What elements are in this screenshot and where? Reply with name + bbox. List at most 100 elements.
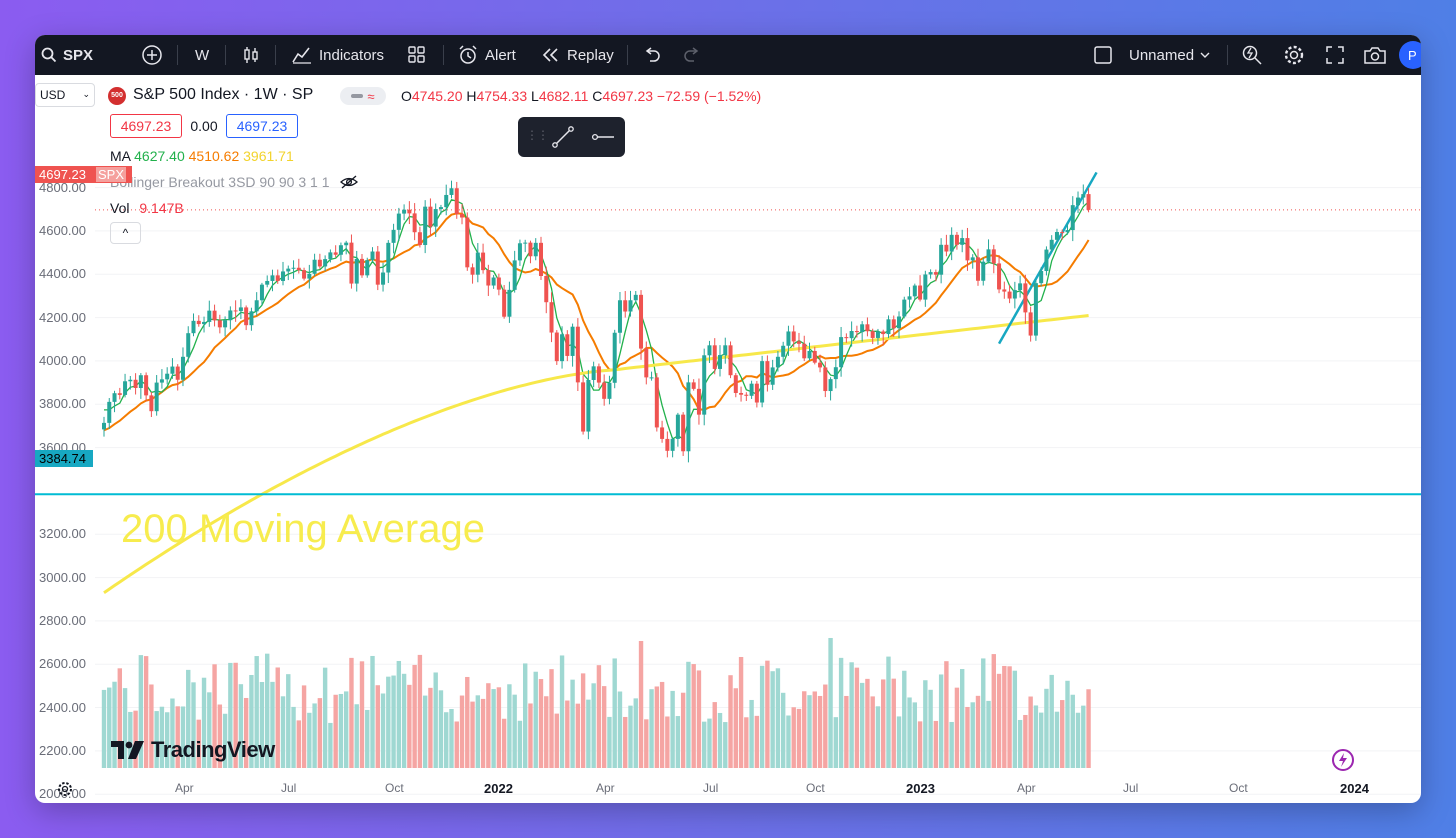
- templates-button[interactable]: [407, 35, 427, 75]
- volume-bar: [301, 685, 307, 768]
- candle-body: [723, 345, 728, 356]
- volume-bar: [544, 696, 549, 768]
- volume-bar: [733, 688, 738, 768]
- layout-toggle[interactable]: [1093, 35, 1113, 75]
- volume-bar: [565, 700, 570, 768]
- candle-body: [775, 356, 780, 368]
- lightning-icon[interactable]: [1332, 749, 1354, 771]
- candle-body: [760, 361, 765, 403]
- price-chart[interactable]: [35, 75, 1421, 803]
- ma-annotation-text[interactable]: 200 Moving Average: [121, 507, 485, 551]
- vol-value: 9.147B: [139, 200, 184, 216]
- candle-body: [981, 261, 986, 281]
- candle-body: [460, 214, 465, 218]
- candle-body: [370, 251, 375, 261]
- volume-bar: [128, 711, 133, 768]
- candle-body: [349, 242, 354, 284]
- bollinger-legend[interactable]: Bollinger Breakout 3SD 90 90 3 1 1: [110, 174, 359, 190]
- interval-button[interactable]: W: [195, 35, 209, 75]
- indicators-button[interactable]: Indicators: [291, 35, 384, 75]
- time-tick-label: Apr: [175, 781, 194, 795]
- candle-body: [391, 229, 396, 243]
- volume-bar: [759, 665, 765, 768]
- chart-type-button[interactable]: [241, 35, 261, 75]
- time-tick-label: Jul: [1123, 781, 1139, 795]
- redo-button[interactable]: [683, 35, 701, 75]
- volume-bar: [933, 720, 939, 768]
- symbol-title[interactable]: S&P 500 Index · 1W · SP: [133, 86, 314, 103]
- candle-body: [544, 275, 549, 303]
- candle-body: [570, 326, 575, 356]
- drag-handle-icon[interactable]: ⋮⋮: [526, 128, 549, 142]
- candle-body: [212, 310, 217, 321]
- time-tick-label: Apr: [596, 781, 615, 795]
- candle-body: [175, 366, 180, 380]
- volume-bar: [628, 705, 633, 768]
- candle-body: [270, 275, 275, 281]
- candle-body: [770, 367, 775, 385]
- undo-button[interactable]: [643, 35, 661, 75]
- fullscreen-button[interactable]: [1325, 35, 1345, 75]
- volume-bar: [575, 703, 581, 768]
- candle-body: [754, 383, 759, 403]
- candle-body: [849, 331, 854, 339]
- volume-bar: [338, 693, 344, 768]
- symbol-search[interactable]: SPX: [41, 35, 93, 75]
- price-tick-label: 3800.00: [39, 396, 86, 412]
- candle-body: [639, 294, 644, 349]
- volume-bar: [254, 656, 259, 768]
- buy-price-box[interactable]: 4697.23: [226, 114, 298, 138]
- lightning-glyph-icon: [1339, 753, 1347, 767]
- candle-body: [1076, 197, 1081, 206]
- ray-tool-icon[interactable]: [590, 125, 616, 149]
- collapse-legend-button[interactable]: ^: [110, 222, 141, 244]
- candle-body: [470, 267, 475, 275]
- snapshot-button[interactable]: [1363, 35, 1387, 75]
- chart-settings-icon[interactable]: [57, 781, 73, 797]
- candlesticks: [102, 180, 1091, 463]
- volume-bar: [243, 697, 249, 768]
- volume-bar: [707, 718, 712, 768]
- sell-price-box[interactable]: 4697.23: [110, 114, 182, 138]
- quick-search-button[interactable]: [1241, 35, 1263, 75]
- close-label: C: [592, 88, 603, 104]
- profile-avatar[interactable]: P: [1399, 41, 1421, 69]
- volume-legend[interactable]: Vol 9.147B: [110, 200, 184, 216]
- candle-body: [523, 242, 528, 244]
- volume-bar: [180, 706, 186, 768]
- candle-body: [607, 382, 612, 399]
- trendline-tool-icon[interactable]: [551, 125, 575, 149]
- candle-body: [465, 217, 470, 268]
- alert-button[interactable]: Alert: [457, 35, 516, 75]
- volume-bar: [454, 721, 459, 768]
- tradingview-logo-icon: [111, 741, 144, 759]
- ma-legend[interactable]: MA 4627.40 4510.62 3961.71: [110, 148, 294, 164]
- separator: [443, 45, 444, 65]
- volume-bar: [1033, 705, 1039, 768]
- layout-menu[interactable]: Unnamed: [1129, 35, 1210, 75]
- settings-button[interactable]: [1283, 35, 1305, 75]
- candle-body: [944, 244, 949, 252]
- volume-bar: [875, 706, 881, 768]
- tradingview-logo[interactable]: TradingView: [111, 737, 275, 763]
- volume-bar: [654, 686, 660, 768]
- volume-bar: [307, 712, 312, 768]
- candle-body: [180, 356, 185, 380]
- currency-select[interactable]: USD ⌄: [35, 83, 95, 107]
- candle-body: [191, 320, 196, 334]
- symbol-status-pill[interactable]: ≈: [340, 87, 386, 105]
- volume-bar: [881, 679, 886, 768]
- volume-bar: [333, 694, 338, 768]
- volume-bar: [422, 695, 428, 768]
- volume-bar: [549, 669, 554, 768]
- volume-bar: [601, 686, 607, 768]
- eye-hidden-icon[interactable]: [339, 175, 359, 189]
- candle-body: [765, 361, 770, 385]
- volume-bar: [902, 670, 907, 768]
- replay-button[interactable]: Replay: [541, 35, 614, 75]
- time-tick-label: Jul: [703, 781, 719, 795]
- candle-body: [907, 296, 912, 300]
- compare-button[interactable]: [141, 35, 163, 75]
- open-value: 4745.20: [411, 88, 463, 104]
- candle-body: [365, 260, 370, 276]
